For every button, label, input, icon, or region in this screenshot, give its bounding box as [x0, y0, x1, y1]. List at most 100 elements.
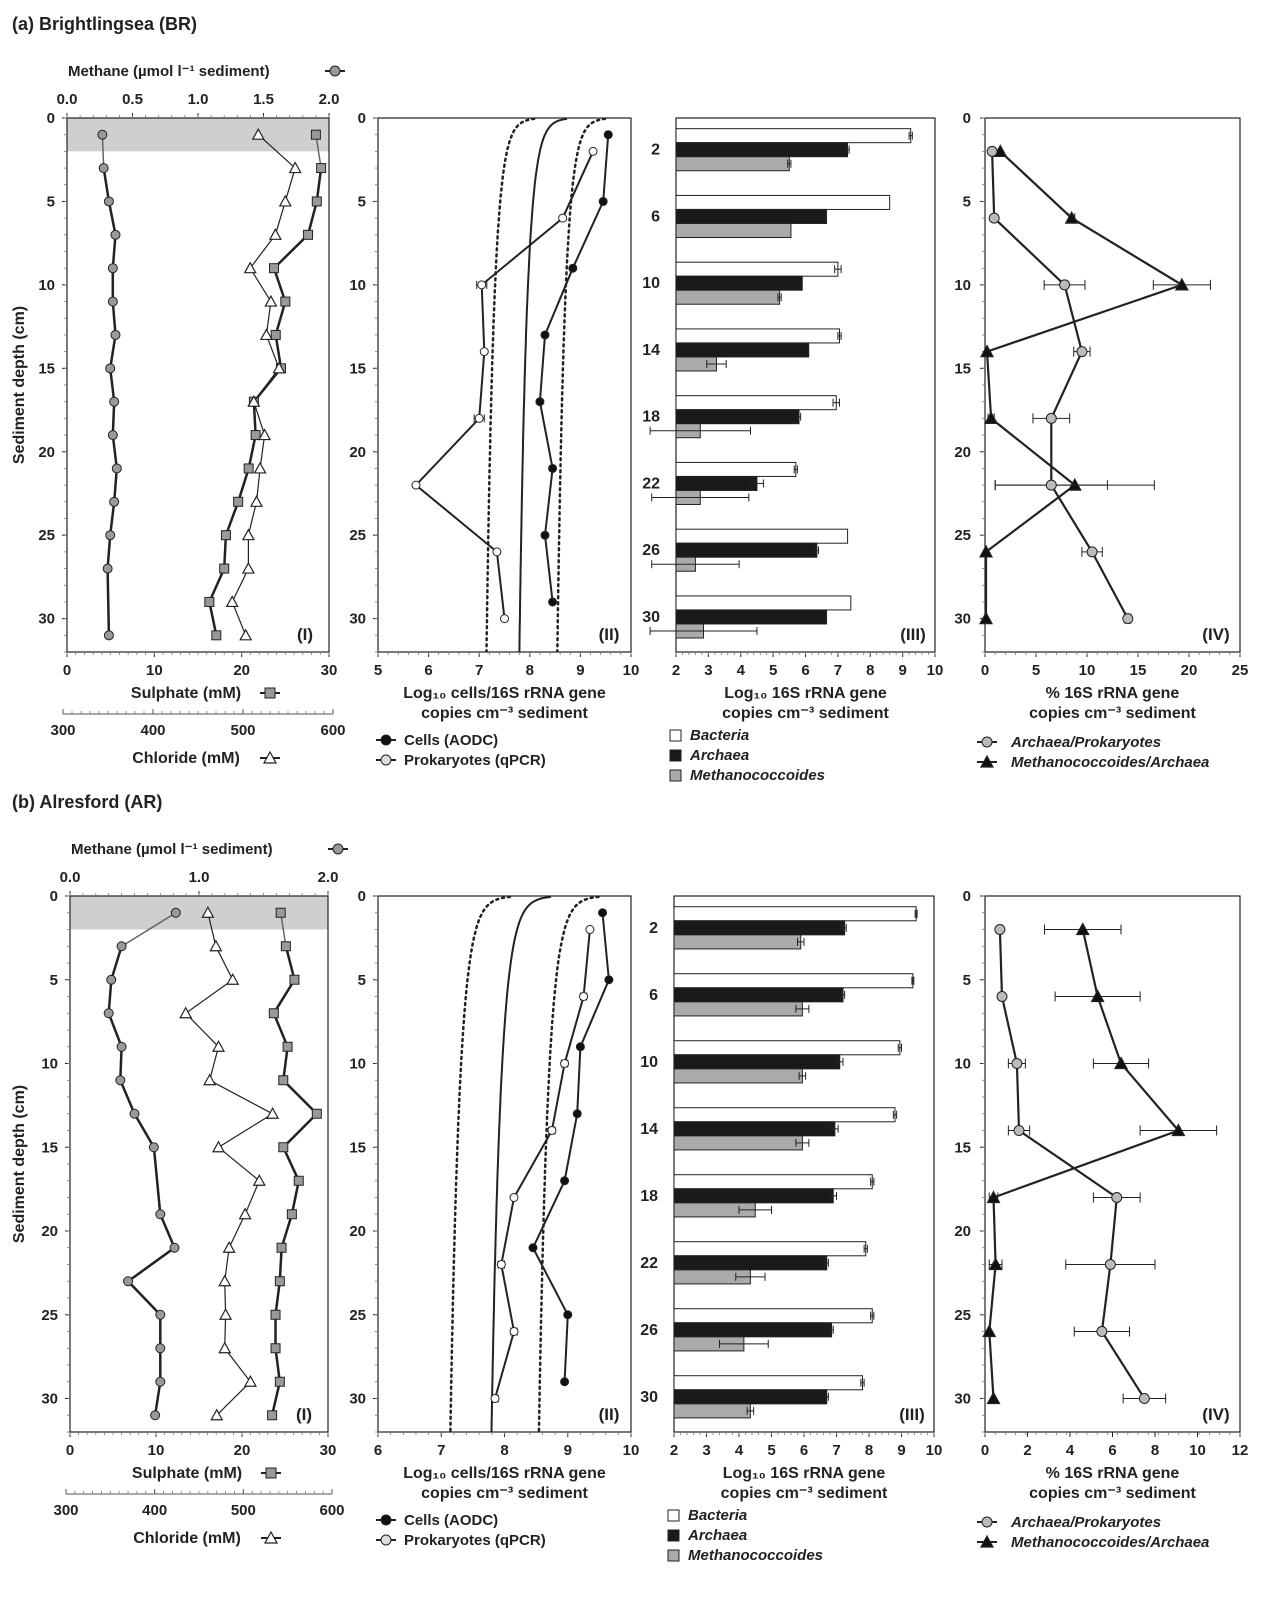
bacteria-bar: [674, 974, 913, 988]
chloride-point: [243, 563, 254, 573]
x-axis-label-line2: copies cm⁻³ sediment: [1029, 1485, 1196, 1502]
panel-title: (a) Brightlingsea (BR): [12, 14, 197, 34]
methane-point: [111, 330, 120, 339]
depth-tick-label: 30: [954, 611, 971, 628]
legend-bacteria-label: Bacteria: [688, 1507, 747, 1524]
legend-bacteria-swatch: [668, 1510, 679, 1521]
sulphate-tick-label: 0: [66, 1442, 74, 1459]
chloride-axis-label: Chloride (mM): [133, 1530, 241, 1547]
methane-point: [110, 497, 119, 506]
bacteria-bar: [676, 329, 839, 343]
legend-cells-marker: [381, 735, 391, 745]
sulphate-point: [283, 1042, 292, 1051]
subplot-label: (I): [296, 1405, 312, 1424]
bacteria-bar: [674, 1242, 866, 1256]
chloride-tick-label: 300: [53, 1502, 78, 1519]
depth-tick-label: 0: [47, 110, 55, 127]
x-axis-label-line1: Log₁₀ cells/16S rRNA gene: [403, 1465, 606, 1482]
x-axis-label: % 16S rRNA gene copies cm⁻³ sediment: [1029, 685, 1196, 722]
methane-point: [171, 908, 180, 917]
x-tick-label: 8: [526, 662, 534, 679]
bacteria-bar: [674, 1041, 900, 1055]
x-tick-label: 0: [981, 662, 989, 679]
depth-tick-label: 0: [50, 888, 58, 905]
sulphate-tick-label: 10: [146, 662, 163, 679]
x-tick-label: 6: [800, 1442, 808, 1459]
prokaryotes-point: [589, 147, 597, 155]
cells-point: [536, 398, 544, 406]
legend-archaea-label: Archaea: [689, 747, 749, 764]
chloride-point: [227, 596, 238, 606]
prokaryotes-point: [475, 414, 483, 422]
x-tick-label: 10: [1189, 1442, 1206, 1459]
bacteria-bar: [676, 596, 851, 610]
chloride-point: [240, 1209, 251, 1219]
depth-tick-label: 30: [349, 1391, 366, 1408]
subplot-label: (IV): [1202, 1405, 1229, 1424]
chloride-point: [220, 1309, 231, 1319]
methane-point: [106, 364, 115, 373]
methane-point: [117, 942, 126, 951]
subplot-label: (III): [899, 1405, 925, 1424]
x-tick-label: 8: [1151, 1442, 1159, 1459]
archaea-bar: [676, 410, 799, 424]
chloride-point: [280, 196, 291, 206]
model-curve: [519, 119, 567, 652]
depth-label: 6: [651, 208, 660, 225]
chloride-point: [261, 329, 272, 339]
depth-label: 2: [649, 920, 658, 937]
legend-prokaryotes-label: Prokaryotes (qPCR): [404, 752, 546, 769]
depth-tick-label: 5: [358, 193, 366, 210]
methane-point: [104, 197, 113, 206]
chloride-line: [186, 913, 273, 1416]
methane-point: [151, 1411, 160, 1420]
methane-point: [107, 975, 116, 984]
depth-tick-label: 5: [963, 193, 971, 210]
depth-tick-label: 15: [38, 360, 55, 377]
subplot-III: 2 3 4 5 6 7 8 9 10 Log₁₀ 16S rRNA gene copies cm⁻³…: [642, 118, 943, 784]
methane-point: [99, 164, 108, 173]
arch-prok-point: [995, 925, 1005, 935]
x-tick-label: 7: [475, 662, 483, 679]
chloride-tick-label: 600: [319, 1502, 344, 1519]
chloride-point: [255, 463, 266, 473]
cells-point: [599, 909, 607, 917]
x-axis-label: Log₁₀ 16S rRNA gene copies cm⁻³ sediment: [722, 685, 889, 722]
methanococcoides-bar: [676, 290, 780, 304]
depth-tick-label: 20: [38, 444, 55, 461]
chloride-point: [245, 263, 256, 273]
chloride-point: [240, 630, 251, 640]
depth-label: 2: [651, 142, 660, 159]
chloride-point: [204, 1075, 215, 1085]
legend-methanococcoides-label: Methanococcoides: [690, 767, 825, 784]
x-axis-label-line1: % 16S rRNA gene: [1046, 685, 1180, 702]
sulphate-point: [294, 1176, 303, 1185]
x-tick-label: 10: [927, 662, 944, 679]
bacteria-bar: [676, 129, 911, 143]
plot-frame: [985, 118, 1240, 652]
arch-prok-point: [1012, 1059, 1022, 1069]
methane-tick-label: 0.0: [60, 869, 81, 886]
prokaryotes-point: [580, 993, 588, 1001]
sulphate-point: [234, 497, 243, 506]
sulphate-point: [281, 297, 290, 306]
methanococcoides-bar: [674, 1069, 802, 1083]
prokaryotes-point: [491, 1395, 499, 1403]
depth-label: 30: [642, 609, 660, 626]
arch-prok-point: [1139, 1394, 1149, 1404]
x-tick-label: 4: [1066, 1442, 1075, 1459]
depth-tick-label: 20: [349, 444, 366, 461]
depth-label: 14: [640, 1121, 658, 1138]
chloride-tick-label: 300: [50, 722, 75, 739]
x-tick-label: 8: [500, 1442, 508, 1459]
plot-frame: [378, 118, 631, 652]
sulphate-point: [251, 431, 260, 440]
methane-tick-label: 0.5: [122, 91, 143, 108]
arch-prok-point: [1046, 480, 1056, 490]
methane-point: [112, 464, 121, 473]
chloride-point: [254, 1175, 265, 1185]
depth-tick-label: 10: [349, 1056, 366, 1073]
depth-label: 30: [640, 1389, 658, 1406]
x-tick-label: 9: [897, 1442, 905, 1459]
sulphate-point: [212, 631, 221, 640]
